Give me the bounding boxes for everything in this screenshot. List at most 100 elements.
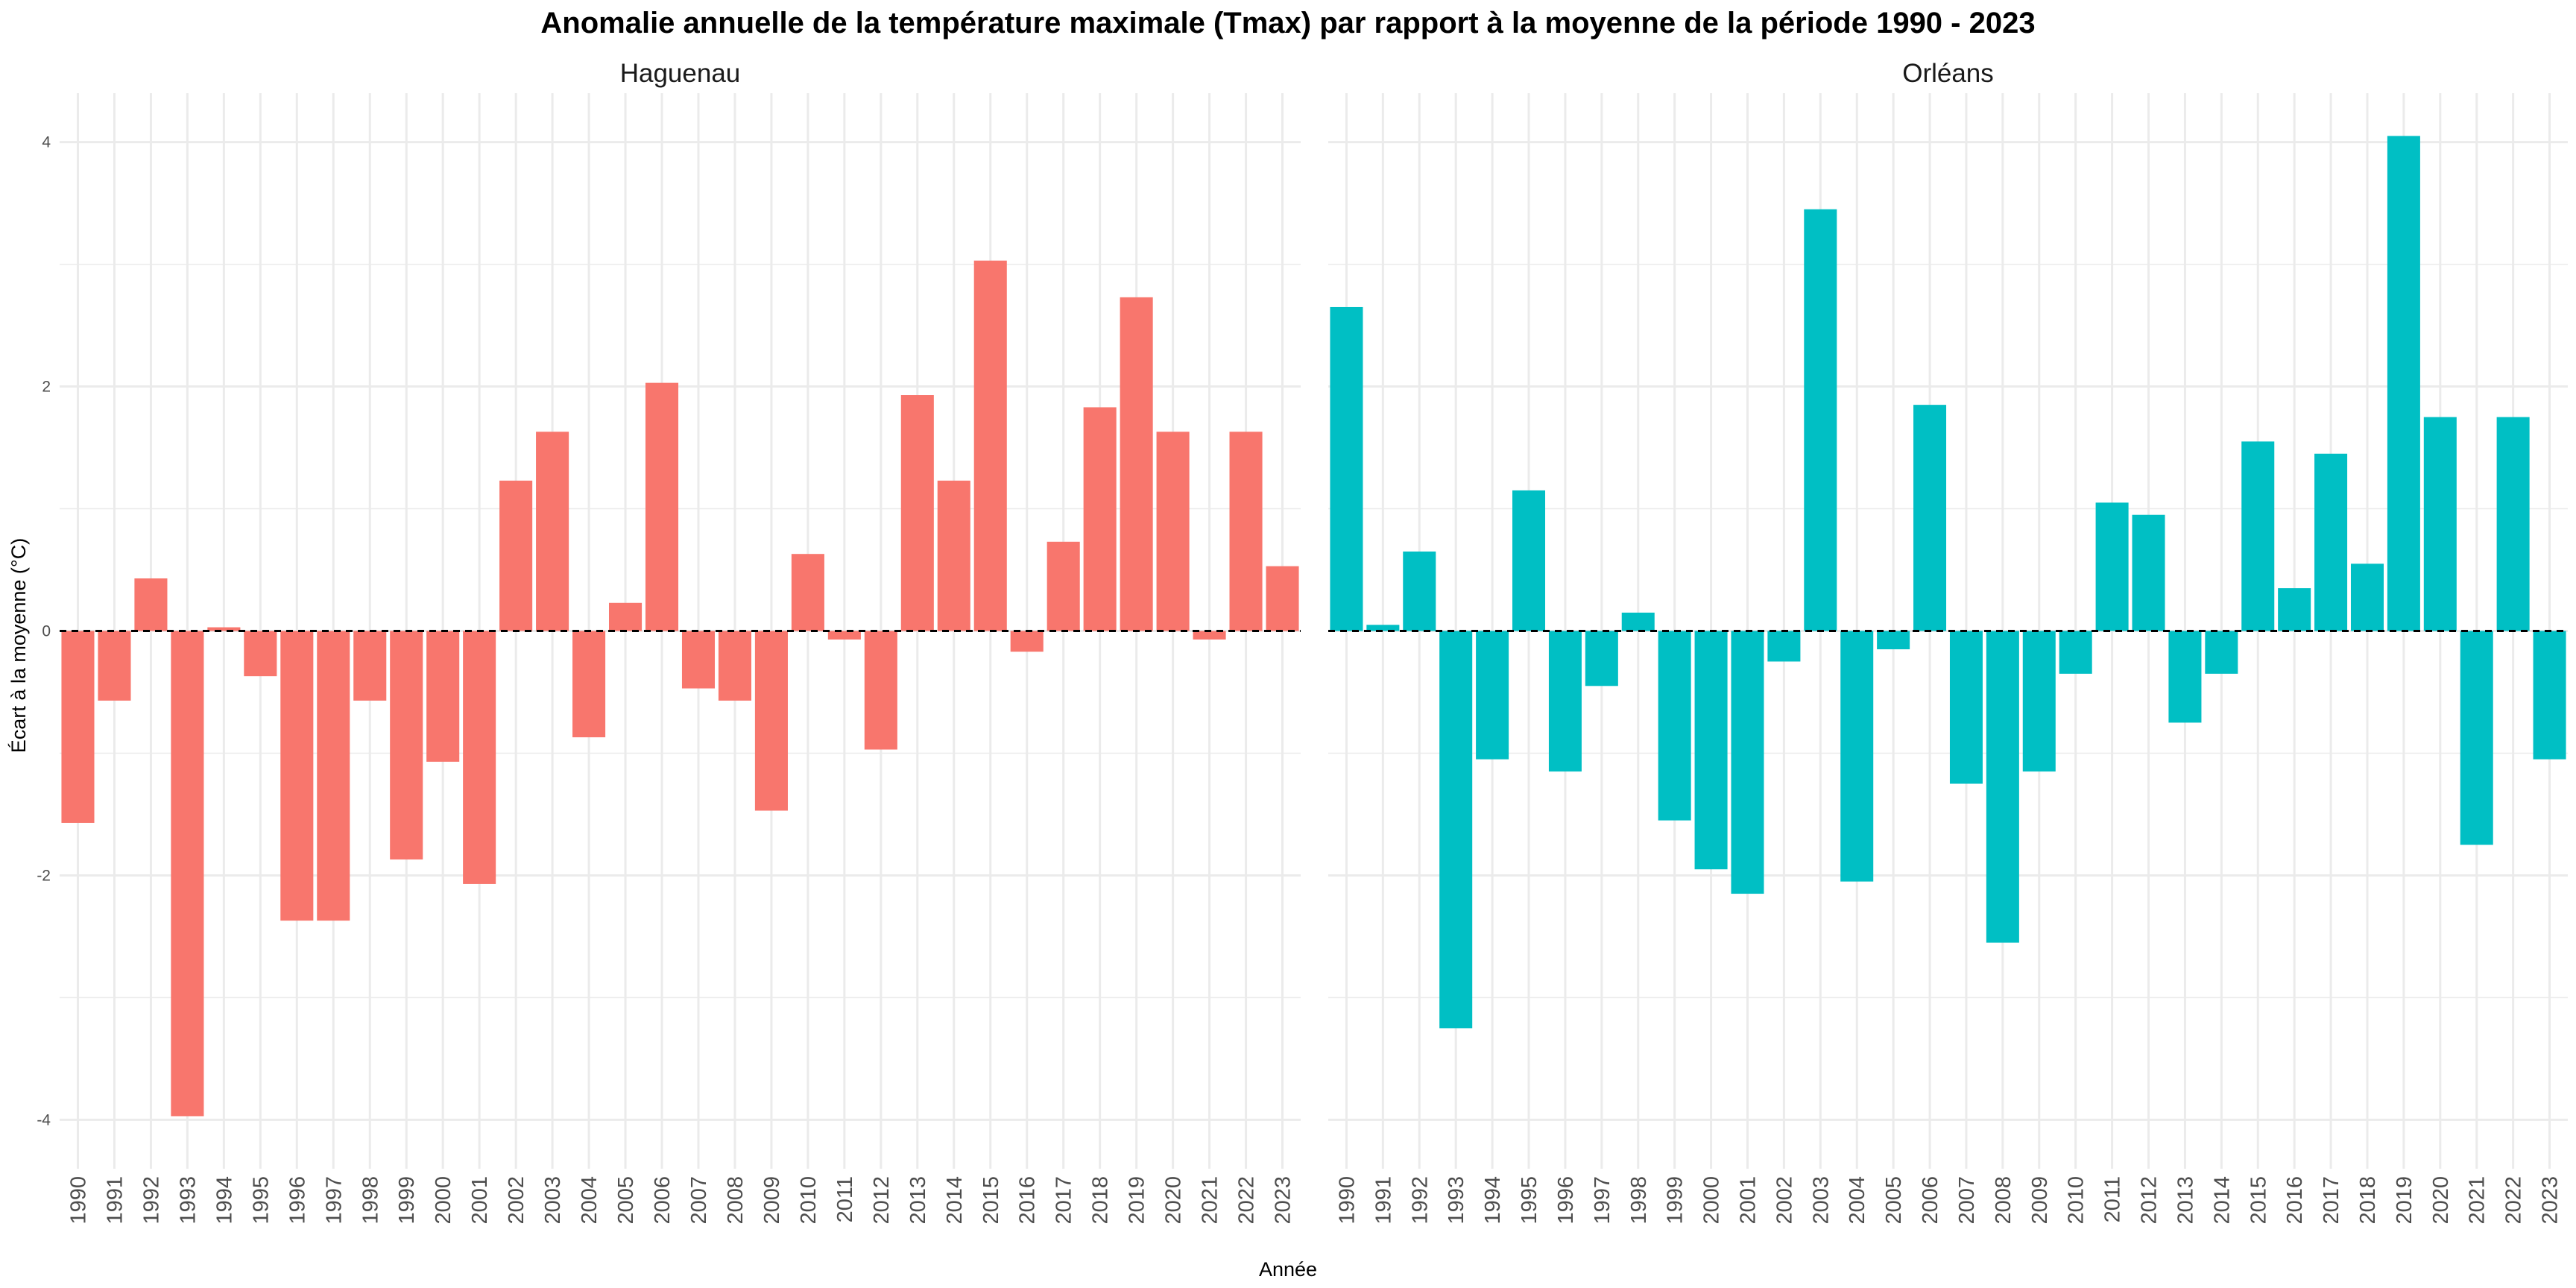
bar (1658, 631, 1691, 821)
bar (1731, 631, 1764, 894)
y-tick-label: -2 (37, 867, 51, 884)
chart-title: Anomalie annuelle de la température maxi… (540, 7, 2035, 40)
bar (1439, 631, 1473, 1029)
x-tick-label: 1997 (322, 1176, 346, 1225)
x-tick-label: 2006 (1919, 1176, 1942, 1225)
bar (1767, 631, 1801, 662)
bar (1330, 306, 1363, 631)
x-tick-label: 1999 (395, 1176, 419, 1225)
bar (353, 631, 387, 701)
bar (1548, 631, 1582, 772)
x-tick-label: 2007 (1955, 1176, 1979, 1225)
bar (2241, 441, 2275, 631)
x-tick-label: 2007 (687, 1176, 711, 1225)
bar (61, 631, 95, 823)
panel-1: Haguenau 1990 1991 1992 1993 1994 1995 1996 1997… (60, 59, 1301, 1225)
x-tick-label: 2016 (2283, 1176, 2307, 1225)
bar (2423, 417, 2457, 631)
bar (317, 631, 350, 921)
bar (2132, 514, 2165, 631)
x-tick-label: 1996 (285, 1176, 309, 1225)
x-tick-label: 1994 (1481, 1176, 1505, 1225)
x-tick-label: 1994 (212, 1176, 236, 1225)
x-tick-label: 2005 (614, 1176, 638, 1225)
x-tick-label: 1993 (176, 1176, 200, 1225)
bar (937, 480, 970, 631)
bar (134, 578, 168, 631)
x-tick-label: 2022 (2502, 1176, 2526, 1225)
bar (2496, 417, 2530, 631)
x-tick-label: 2000 (1700, 1176, 1724, 1225)
bar (645, 382, 679, 631)
bar (1840, 631, 1874, 882)
x-tick-label: 1993 (1445, 1176, 1468, 1225)
x-tick-label: 2013 (906, 1176, 930, 1225)
x-tick-label: 2012 (2138, 1176, 2162, 1225)
x-tick-label: 2009 (760, 1176, 784, 1225)
bar (1193, 631, 1226, 640)
bar (681, 631, 716, 689)
x-tick-label: 2011 (2101, 1176, 2125, 1222)
x-tick-label: 2023 (1272, 1176, 1295, 1225)
x-tick-label: 1991 (1371, 1176, 1395, 1225)
bar (171, 631, 204, 1117)
x-tick-label: 2016 (1016, 1176, 1040, 1225)
bar (2059, 631, 2092, 674)
bar (754, 631, 788, 811)
bar (207, 627, 241, 631)
bar (1046, 541, 1080, 631)
bar (2205, 631, 2238, 674)
bar (791, 554, 824, 631)
bar (827, 631, 861, 640)
x-tick-label: 2015 (979, 1176, 1003, 1225)
bar (1229, 432, 1263, 631)
bar (1083, 407, 1117, 631)
x-tick-label: 1997 (1591, 1176, 1614, 1225)
bar (2460, 631, 2493, 845)
bar (426, 631, 460, 762)
bar (280, 631, 314, 921)
panel-title: Haguenau (620, 59, 741, 88)
bar (1120, 297, 1153, 631)
x-tick-label: 2002 (1772, 1176, 1796, 1225)
x-tick-label: 2001 (468, 1176, 492, 1225)
x-tick-label: 2008 (1992, 1176, 2015, 1225)
bar (973, 260, 1007, 631)
panel-title: Orléans (1902, 59, 1994, 88)
y-tick-label: 4 (42, 134, 51, 151)
x-tick-label: 1999 (1664, 1176, 1688, 1225)
bar (900, 395, 934, 631)
bar (1585, 631, 1618, 686)
x-tick-label: 2023 (2539, 1176, 2563, 1225)
bar (2278, 588, 2311, 631)
x-tick-label: 1990 (1335, 1176, 1359, 1225)
x-tick-label: 2021 (2466, 1176, 2490, 1225)
bar (1621, 612, 1655, 631)
x-tick-label: 2019 (2393, 1176, 2416, 1225)
x-tick-label: 2011 (833, 1176, 857, 1222)
x-tick-label: 2018 (1089, 1176, 1113, 1225)
x-tick-label: 2006 (651, 1176, 675, 1225)
bar (1804, 209, 1837, 631)
bar (536, 432, 569, 631)
x-tick-label: 2013 (2174, 1176, 2197, 1225)
panel-2: Orléans 1990 1991 1992 1993 1994 1995 1996 1997 1… (1328, 59, 2568, 1225)
x-tick-label: 2010 (797, 1176, 821, 1225)
bar (1877, 631, 1910, 650)
bar (864, 631, 897, 750)
x-tick-label: 1991 (103, 1176, 127, 1225)
bar (1476, 631, 1509, 760)
bar (1156, 432, 1190, 631)
bar (98, 631, 131, 701)
x-tick-label: 1992 (1408, 1176, 1432, 1225)
x-tick-label: 1995 (1518, 1176, 1541, 1225)
bar (2168, 631, 2202, 723)
x-tick-label: 2020 (1162, 1176, 1186, 1225)
bar (1512, 490, 1546, 631)
bar (572, 631, 606, 738)
x-tick-label: 2020 (2429, 1176, 2453, 1225)
x-tick-label: 2019 (1126, 1176, 1149, 1225)
x-tick-label: 2021 (1199, 1176, 1222, 1225)
bar (1949, 631, 1983, 784)
